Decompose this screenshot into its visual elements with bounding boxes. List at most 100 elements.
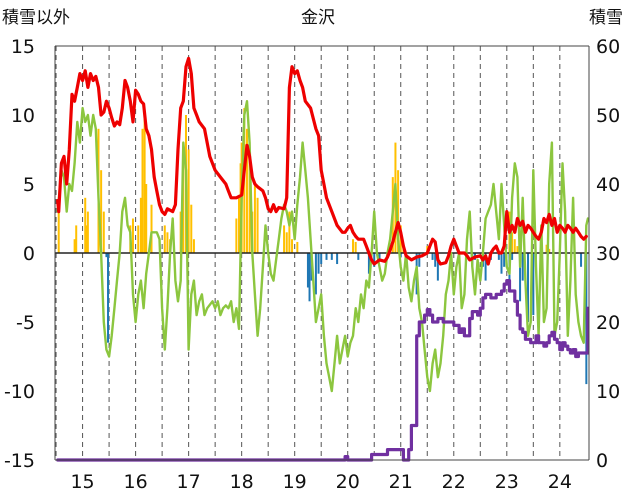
bar-blue bbox=[519, 253, 522, 302]
bar-blue bbox=[317, 253, 320, 274]
bar-blue bbox=[357, 253, 360, 260]
bar-orange bbox=[352, 239, 355, 253]
bar-orange bbox=[145, 184, 148, 253]
line-series bbox=[56, 56, 590, 462]
x-tick-label: 22 bbox=[442, 471, 466, 493]
bar-blue bbox=[521, 253, 524, 281]
bar-orange bbox=[137, 225, 140, 253]
bar-blue bbox=[431, 253, 434, 260]
x-tick-label: 16 bbox=[124, 471, 148, 493]
bar-orange bbox=[354, 241, 357, 253]
right-tick-label: 0 bbox=[596, 450, 608, 472]
bar-orange bbox=[141, 128, 144, 253]
series-line-red bbox=[56, 56, 588, 266]
bar-blue bbox=[500, 253, 503, 274]
right-tick-label: 20 bbox=[596, 312, 620, 334]
left-tick-label: 0 bbox=[23, 243, 35, 265]
bar-orange bbox=[100, 170, 103, 253]
bar-orange bbox=[102, 211, 105, 253]
bar-blue bbox=[497, 253, 500, 260]
bar-orange bbox=[139, 197, 142, 253]
bar-orange bbox=[511, 232, 514, 253]
bar-orange bbox=[288, 211, 291, 253]
bar-blue bbox=[418, 253, 421, 267]
bar-orange bbox=[545, 244, 548, 253]
bar-orange bbox=[182, 163, 185, 253]
bar-blue bbox=[503, 253, 506, 267]
bar-orange bbox=[187, 149, 190, 253]
left-tick-label: 5 bbox=[23, 174, 35, 196]
bar-blue bbox=[330, 253, 333, 260]
bar-orange bbox=[283, 225, 286, 253]
bar-orange bbox=[513, 239, 516, 253]
bar-orange bbox=[238, 197, 241, 253]
bar-orange bbox=[192, 239, 195, 253]
bar-orange bbox=[131, 218, 134, 253]
right-tick-label: 10 bbox=[596, 381, 620, 403]
left-axis-ticks: 15 10 5 0 -5 -10 -15 bbox=[4, 36, 35, 472]
bar-blue bbox=[325, 253, 328, 260]
series-line-green bbox=[56, 100, 590, 393]
bar-orange bbox=[73, 239, 76, 253]
right-axis-ticks: 60 50 40 30 20 10 0 bbox=[596, 36, 620, 472]
bar-blue bbox=[484, 253, 487, 281]
bar-orange bbox=[163, 225, 166, 253]
bar-orange bbox=[166, 232, 169, 253]
bar-orange bbox=[548, 248, 551, 253]
bar-orange bbox=[248, 156, 251, 253]
x-tick-label: 15 bbox=[70, 471, 94, 493]
bar-blue bbox=[511, 253, 514, 260]
bar-blue bbox=[107, 253, 110, 343]
bar-orange bbox=[516, 246, 519, 253]
right-tick-label: 50 bbox=[596, 105, 620, 127]
right-axis-label: 積雪 bbox=[589, 8, 623, 28]
bar-orange bbox=[253, 184, 256, 253]
chart-title: 金沢 bbox=[301, 8, 335, 28]
x-tick-label: 21 bbox=[389, 471, 413, 493]
bar-blue bbox=[580, 253, 583, 267]
right-tick-label: 30 bbox=[596, 243, 620, 265]
bar-blue bbox=[532, 253, 535, 316]
left-tick-label: 15 bbox=[11, 36, 35, 58]
bar-orange bbox=[85, 225, 88, 253]
bar-orange bbox=[57, 204, 60, 253]
bar-blue bbox=[314, 253, 317, 295]
bar-blue bbox=[320, 253, 323, 265]
axes bbox=[54, 45, 590, 461]
bar-blue bbox=[308, 253, 311, 302]
bar-orange bbox=[75, 225, 78, 253]
bar-orange bbox=[150, 204, 153, 253]
bar-orange bbox=[143, 115, 146, 253]
x-tick-label: 19 bbox=[283, 471, 307, 493]
bar-blue bbox=[367, 253, 370, 274]
bar-orange bbox=[245, 128, 248, 253]
bar-orange bbox=[256, 197, 259, 253]
left-tick-label: 10 bbox=[11, 105, 35, 127]
bar-orange bbox=[397, 170, 400, 253]
bar-orange bbox=[285, 232, 288, 253]
bar-orange bbox=[190, 204, 193, 253]
bar-blue bbox=[336, 253, 339, 265]
x-tick-label: 17 bbox=[177, 471, 201, 493]
bar-orange bbox=[296, 241, 299, 253]
series-line-purple bbox=[56, 279, 590, 462]
bar-blue bbox=[436, 253, 439, 281]
bar-orange bbox=[291, 239, 294, 253]
x-tick-label: 18 bbox=[230, 471, 254, 493]
x-tick-label: 20 bbox=[336, 471, 360, 493]
x-tick-label: 24 bbox=[548, 471, 572, 493]
bar-blue bbox=[378, 253, 381, 260]
left-axis-label: 積雪以外 bbox=[2, 8, 70, 28]
bar-blue bbox=[373, 253, 376, 267]
bar-blue bbox=[105, 253, 108, 258]
x-axis-ticks: 15 16 17 18 19 20 21 22 23 24 bbox=[70, 471, 571, 493]
bar-orange bbox=[86, 211, 89, 253]
x-tick-label: 23 bbox=[495, 471, 519, 493]
bar-orange bbox=[84, 197, 87, 253]
right-tick-label: 60 bbox=[596, 36, 620, 58]
bar-blue bbox=[306, 253, 309, 288]
right-tick-label: 40 bbox=[596, 174, 620, 196]
left-tick-label: -5 bbox=[16, 312, 35, 334]
bar-orange bbox=[235, 218, 238, 253]
